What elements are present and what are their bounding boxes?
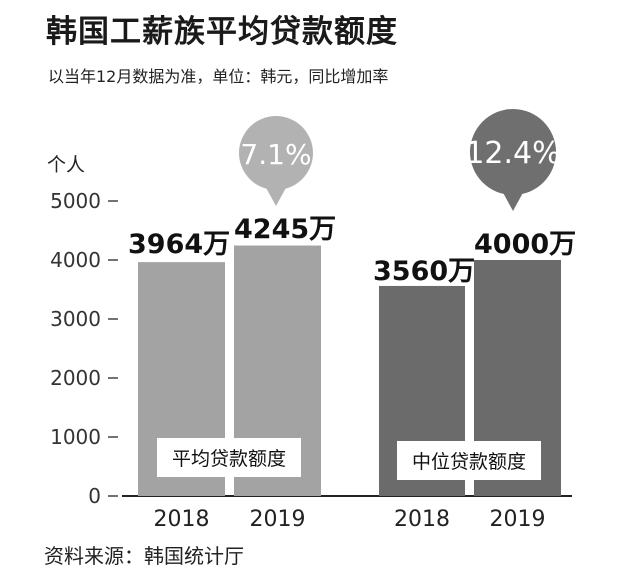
x-tick-label: 2018 <box>394 507 450 532</box>
data-source: 资料来源：韩国统计厅 <box>44 544 244 568</box>
y-axis-label: 个人 <box>47 154 85 176</box>
y-tick-label: 4000 <box>50 248 101 272</box>
series-label: 平均贷款额度 <box>172 448 286 470</box>
growth-bubble <box>239 116 313 190</box>
y-tick-label: 3000 <box>50 307 101 331</box>
x-tick-label: 2019 <box>490 507 546 532</box>
growth-rate-label: 7.1% <box>240 138 311 171</box>
series-label-box <box>397 441 541 480</box>
y-tick-label: 1000 <box>50 425 101 449</box>
y-tick-label: 5000 <box>50 189 101 213</box>
bar-value-label: 4000万 <box>474 229 576 260</box>
y-tick-label: 2000 <box>50 366 101 390</box>
series-label: 中位贷款额度 <box>412 451 526 473</box>
series-label-box <box>157 438 301 477</box>
y-tick-label: 0 <box>88 484 101 508</box>
chart-subtitle: 以当年12月数据为准，单位：韩元，同比增加率 <box>48 67 389 86</box>
bar-value-label: 3560万 <box>373 256 475 287</box>
chart-title: 韩国工薪族平均贷款额度 <box>46 14 398 50</box>
bar-value-label: 4245万 <box>234 214 336 245</box>
growth-bubble <box>470 109 556 195</box>
x-tick-label: 2018 <box>154 507 210 532</box>
x-tick-label: 2019 <box>250 507 306 532</box>
growth-rate-label: 12.4% <box>465 136 560 171</box>
bar-value-label: 3964万 <box>128 229 230 260</box>
